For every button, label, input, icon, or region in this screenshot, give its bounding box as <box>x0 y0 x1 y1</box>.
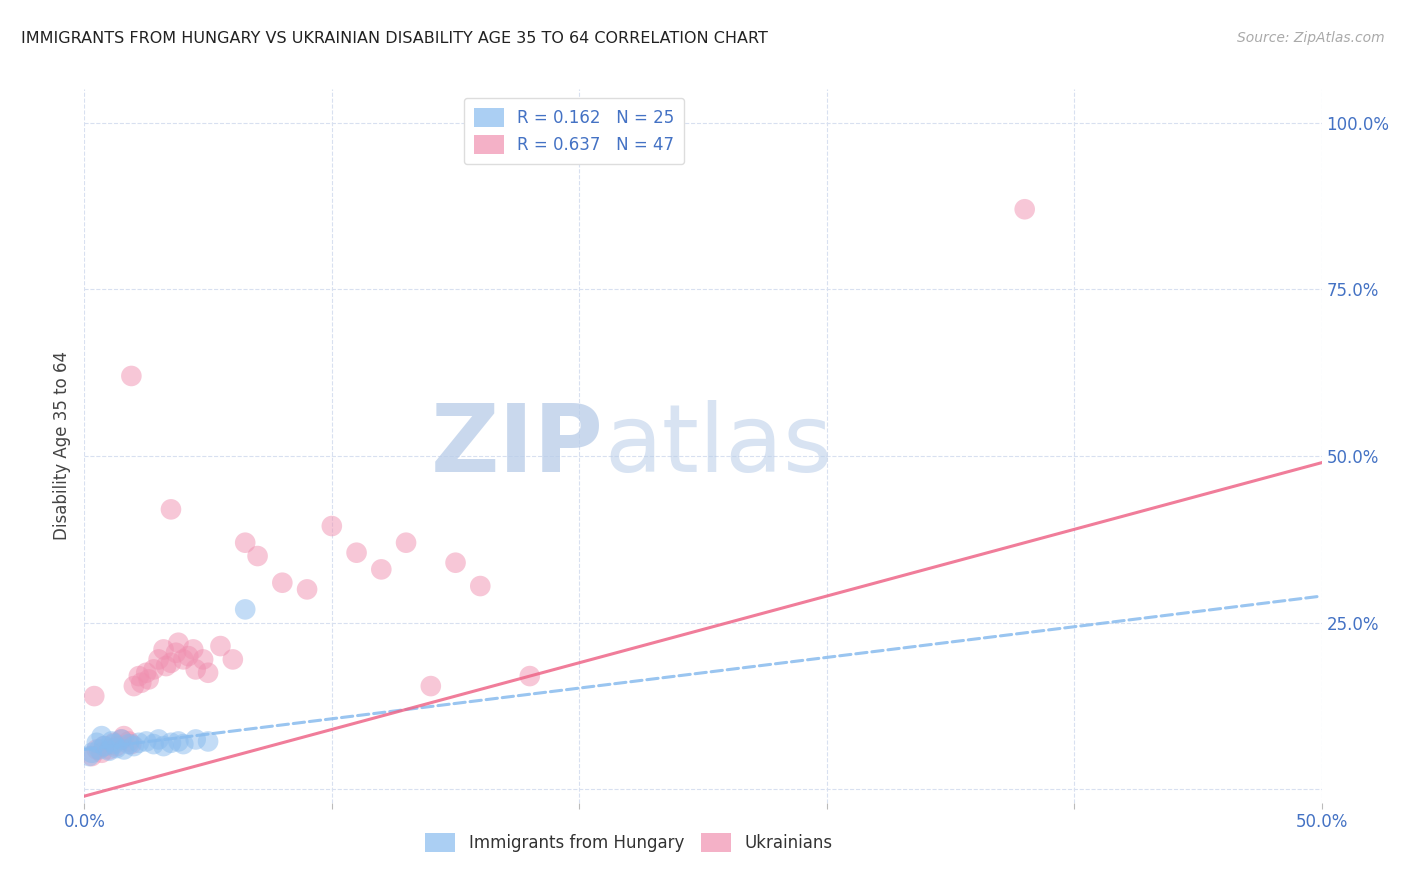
Point <box>120 737 142 751</box>
Point <box>110 732 132 747</box>
Point <box>233 535 256 549</box>
Point <box>395 535 418 549</box>
Point <box>128 669 150 683</box>
Point <box>90 746 112 760</box>
Point <box>93 739 115 753</box>
Point <box>184 732 207 747</box>
Point <box>122 739 145 753</box>
Point <box>142 737 165 751</box>
Point <box>122 679 145 693</box>
Point <box>419 679 441 693</box>
Point <box>197 665 219 680</box>
Point <box>98 742 121 756</box>
Point <box>83 689 105 703</box>
Point <box>93 739 115 753</box>
Point <box>209 639 232 653</box>
Point <box>135 734 157 748</box>
Point <box>233 602 256 616</box>
Point <box>184 662 207 676</box>
Point <box>172 737 194 751</box>
Point <box>271 575 294 590</box>
Point <box>110 732 132 747</box>
Point <box>167 636 190 650</box>
Point <box>444 556 467 570</box>
Point <box>98 744 121 758</box>
Point <box>138 673 160 687</box>
Point <box>103 737 125 751</box>
Point <box>370 562 392 576</box>
Point <box>160 736 183 750</box>
Point <box>1014 202 1036 217</box>
Point <box>160 656 183 670</box>
Point <box>80 749 103 764</box>
Point <box>152 642 174 657</box>
Point <box>152 739 174 753</box>
Point <box>167 734 190 748</box>
Point <box>118 737 141 751</box>
Point <box>155 659 177 673</box>
Point <box>86 742 108 756</box>
Point <box>100 734 122 748</box>
Point <box>148 732 170 747</box>
Point <box>80 746 103 760</box>
Point <box>112 742 135 756</box>
Point <box>177 649 200 664</box>
Point <box>142 662 165 676</box>
Text: ZIP: ZIP <box>432 400 605 492</box>
Point <box>160 502 183 516</box>
Point <box>90 729 112 743</box>
Point <box>120 368 142 383</box>
Point <box>103 736 125 750</box>
Point <box>79 749 101 764</box>
Point <box>165 646 187 660</box>
Point <box>197 734 219 748</box>
Point <box>321 519 343 533</box>
Legend: Immigrants from Hungary, Ukrainians: Immigrants from Hungary, Ukrainians <box>419 826 839 859</box>
Point <box>89 742 111 756</box>
Point <box>470 579 492 593</box>
Point <box>181 642 204 657</box>
Text: IMMIGRANTS FROM HUNGARY VS UKRAINIAN DISABILITY AGE 35 TO 64 CORRELATION CHART: IMMIGRANTS FROM HUNGARY VS UKRAINIAN DIS… <box>21 31 768 46</box>
Point <box>246 549 269 563</box>
Point <box>129 675 152 690</box>
Point <box>172 652 194 666</box>
Point <box>346 546 368 560</box>
Point <box>148 652 170 666</box>
Point <box>105 741 128 756</box>
Point <box>86 736 108 750</box>
Point <box>128 736 150 750</box>
Point <box>105 739 128 753</box>
Text: Source: ZipAtlas.com: Source: ZipAtlas.com <box>1237 31 1385 45</box>
Point <box>295 582 318 597</box>
Point <box>222 652 245 666</box>
Point <box>519 669 541 683</box>
Text: atlas: atlas <box>605 400 832 492</box>
Y-axis label: Disability Age 35 to 64: Disability Age 35 to 64 <box>53 351 72 541</box>
Point <box>135 665 157 680</box>
Point <box>112 729 135 743</box>
Point <box>191 652 214 666</box>
Point <box>118 734 141 748</box>
